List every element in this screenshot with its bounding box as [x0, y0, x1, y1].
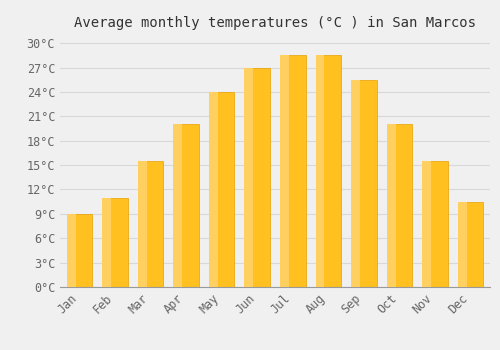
Bar [458, 202, 466, 287]
Bar [244, 68, 254, 287]
Bar [351, 80, 360, 287]
Bar [280, 55, 305, 287]
Bar [67, 214, 76, 287]
Bar [209, 92, 234, 287]
Bar [351, 80, 376, 287]
Bar [102, 198, 128, 287]
Bar [422, 161, 448, 287]
Bar [386, 124, 396, 287]
Bar [209, 92, 218, 287]
Bar [458, 202, 483, 287]
Bar [67, 214, 92, 287]
Bar [316, 55, 341, 287]
Bar [102, 198, 111, 287]
Bar [244, 68, 270, 287]
Bar [174, 124, 199, 287]
Bar [138, 161, 164, 287]
Bar [422, 161, 431, 287]
Bar [174, 124, 182, 287]
Title: Average monthly temperatures (°C ) in San Marcos: Average monthly temperatures (°C ) in Sa… [74, 16, 476, 30]
Bar [316, 55, 324, 287]
Bar [386, 124, 412, 287]
Bar [138, 161, 147, 287]
Bar [280, 55, 289, 287]
